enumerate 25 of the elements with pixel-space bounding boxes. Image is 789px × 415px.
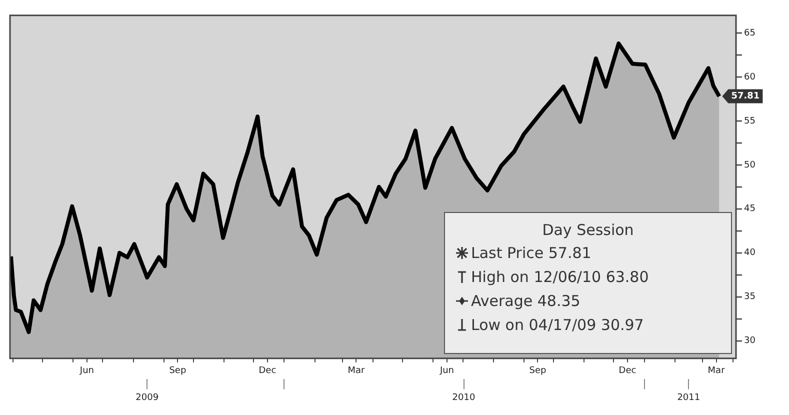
x-tick-label: Dec xyxy=(258,366,276,376)
x2-tick-label: 2009 xyxy=(136,392,159,403)
x-tick-label: Sep xyxy=(169,366,186,376)
y-tick-label: 65 xyxy=(744,28,756,38)
x2-tick-label: 2011 xyxy=(677,392,700,403)
x-tick-label: Mar xyxy=(708,366,726,376)
annotation: Low on 04/17/09 30.97 xyxy=(471,315,644,336)
annotation: Last Price 57.81 xyxy=(471,243,592,264)
legend-title: Day Session xyxy=(541,221,635,240)
y-tick-label: 60 xyxy=(744,72,756,82)
annotation: Average 48.35 xyxy=(471,291,580,312)
y-tick-label: 40 xyxy=(744,248,756,258)
y-tick-label: 55 xyxy=(744,116,756,126)
y-tick-label: 30 xyxy=(744,336,756,346)
y-tick-label: 45 xyxy=(744,204,756,214)
y-tick-label: 50 xyxy=(744,160,756,170)
x-tick-label: Sep xyxy=(529,366,546,376)
x2-tick-label: 2010 xyxy=(452,392,476,403)
x-tick-label: Dec xyxy=(618,366,636,376)
y-tick-label: 35 xyxy=(744,292,756,302)
x-tick-label: Mar xyxy=(348,366,366,376)
annotation: High on 12/06/10 63.80 xyxy=(471,267,649,288)
x-tick-label: Jun xyxy=(438,366,454,376)
annotation: 57.81 xyxy=(731,92,760,102)
x-tick-label: Jun xyxy=(78,366,94,376)
